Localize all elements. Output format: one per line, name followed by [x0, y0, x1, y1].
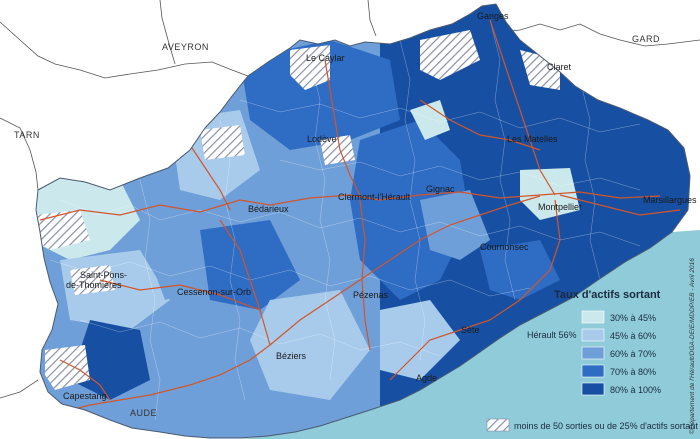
- town-label-agde: Agde: [416, 373, 437, 383]
- zone-cournonsec-70-80: [480, 240, 560, 300]
- legend-class-label-3: 60% à 70%: [610, 349, 656, 359]
- legend-hatch-label: moins de 50 sorties ou de 25% d'actifs s…: [514, 421, 698, 431]
- legend-swatch-5: [581, 382, 605, 396]
- legend-swatch-2: [581, 328, 605, 342]
- legend-swatch-4: [581, 364, 605, 378]
- dept-label-gard: GARD: [632, 34, 660, 44]
- town-label-claret: Claret: [547, 62, 572, 72]
- dept-label-tarn: TARN: [14, 130, 40, 140]
- legend-reference: Hérault 56%: [527, 330, 577, 340]
- town-label-cessenon: Cessenon-sur-Orb: [177, 287, 251, 297]
- town-label-ganges: Ganges: [477, 11, 509, 21]
- town-label-gignac: Gignac: [426, 184, 455, 194]
- town-label-les-matelles: Les Matelles: [507, 134, 558, 144]
- map-credit: ©Département de l'Hérault/DGA-DEIE/MDDP/…: [688, 258, 696, 434]
- legend-swatch-1: [581, 310, 605, 324]
- zone-beziers-45-60: [250, 290, 370, 400]
- hatched-zone-bedarieux: [200, 125, 245, 160]
- town-label-marsillargues: Marsillargues: [643, 195, 697, 205]
- legend-title: Taux d'actifs sortant: [554, 289, 661, 301]
- legend-class-label-2: 45% à 60%: [610, 331, 656, 341]
- legend-swatch-3: [581, 346, 605, 360]
- town-label-pezenas: Pézenas: [353, 290, 389, 300]
- zone-small-30-45: [410, 100, 450, 140]
- town-label-sete: Sète: [461, 325, 480, 335]
- town-label-beziers: Béziers: [276, 351, 307, 361]
- legend-hatch-swatch: [486, 418, 510, 432]
- dept-label-aude: AUDE: [130, 408, 157, 418]
- legend: Taux d'actifs sortant Hérault 56% 30% à …: [486, 289, 698, 432]
- legend-classes: 30% à 45% 45% à 60% 60% à 70% 70% à 80% 80% …: [581, 310, 661, 396]
- legend-class-label-4: 70% à 80%: [610, 367, 656, 377]
- road-network: [39, 19, 681, 411]
- town-label-cournonsec: Cournonsec: [480, 242, 529, 252]
- zone-cessenon-70-80: [200, 220, 300, 310]
- hatched-zone-southwest: [45, 345, 90, 390]
- town-label-bedarieux: Bédarieux: [248, 204, 289, 214]
- zone-north-70-80: [240, 40, 400, 150]
- zone-agde-45-60: [380, 300, 460, 380]
- legend-class-label-1: 30% à 45%: [610, 313, 656, 323]
- hatched-zone-saintpons: [70, 265, 115, 295]
- town-label-lodeve: Lodève: [307, 134, 337, 144]
- zone-gignac-60-70: [420, 190, 490, 260]
- legend-class-label-5: 80% à 100%: [610, 385, 661, 395]
- hatched-zone-ganges-west: [420, 30, 480, 80]
- town-label-le-caylar: Le Caylar: [306, 53, 345, 63]
- town-label-clermont: Clermont-l'Hérault: [338, 192, 411, 202]
- town-label-saint-pons: Saint-Pons- de-Thomières: [66, 270, 130, 290]
- hatched-zone-west: [36, 210, 90, 250]
- hatched-zone-caylar: [290, 45, 330, 90]
- zone-centre-70-80: [350, 120, 470, 300]
- dept-label-aveyron: AVEYRON: [162, 42, 209, 52]
- hatched-zone-lodeve: [320, 135, 355, 165]
- commune-boundaries: [49, 19, 641, 421]
- town-label-capestang: Capestang: [63, 391, 107, 401]
- zone-west-60-70: [150, 255, 200, 300]
- town-label-montpellier: Montpellier: [538, 202, 582, 212]
- town-labels: Ganges Le Caylar Claret Les Matelles Lod…: [63, 11, 697, 401]
